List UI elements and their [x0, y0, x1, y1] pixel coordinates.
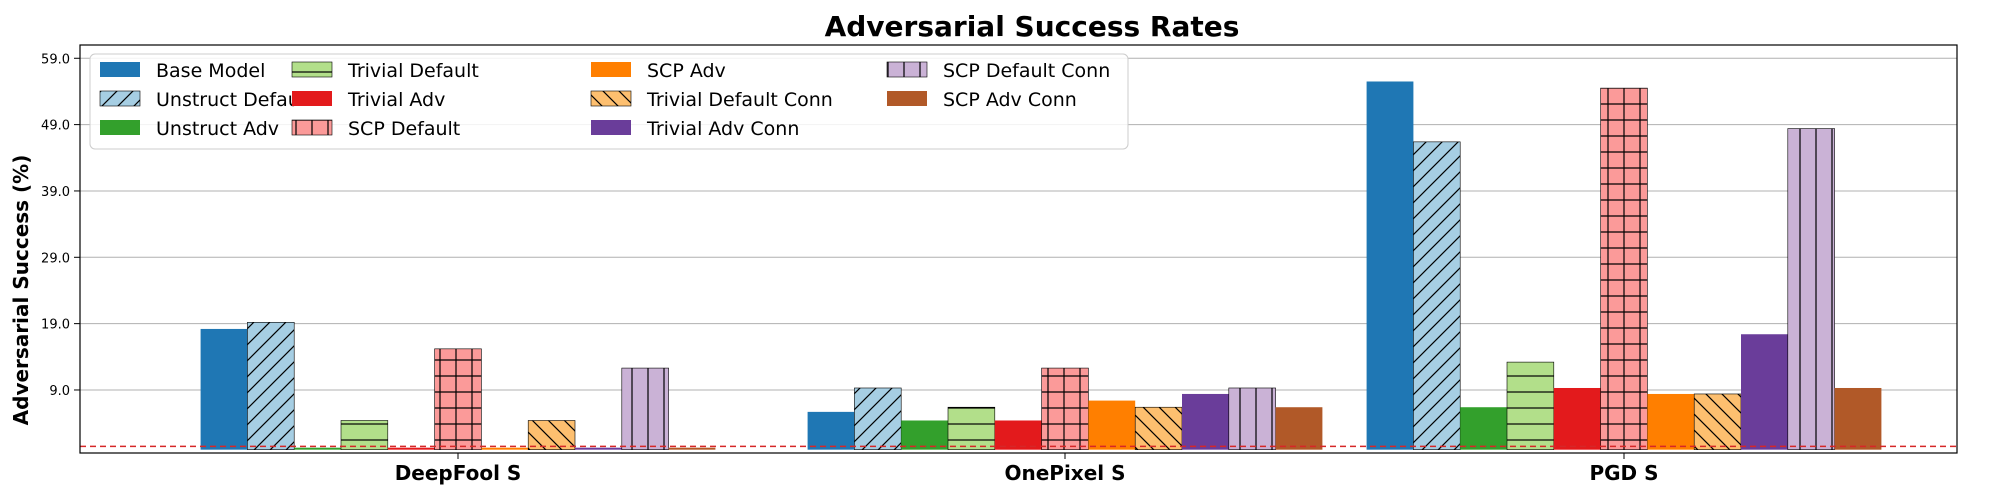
legend-swatch [291, 119, 333, 136]
legend-label: SCP Adv Conn [943, 89, 1077, 111]
bar [1413, 141, 1461, 450]
bar [1228, 387, 1276, 450]
legend-swatch [591, 62, 631, 77]
bar [1366, 81, 1414, 450]
bar [1787, 128, 1835, 450]
bar [1600, 87, 1648, 450]
bar [1647, 393, 1695, 450]
legend-swatch [291, 61, 333, 78]
y-tick-label: 29.0 [41, 251, 70, 266]
bar [994, 420, 1042, 450]
bar [1460, 407, 1507, 450]
legend-swatch [886, 61, 928, 78]
bar [1182, 393, 1229, 450]
axes [79, 44, 1958, 454]
legend-label: Trivial Adv Conn [646, 118, 799, 140]
bar [807, 411, 855, 450]
plot-frame [79, 44, 1958, 454]
bar [1088, 400, 1136, 450]
tick-labels: 9.0 19.0 29.0 39.0 49.0 59.0 DeepFool S OnePixe… [41, 52, 1658, 485]
bar [1553, 387, 1601, 450]
legend-label: Trivial Default [347, 60, 479, 82]
bar [854, 387, 902, 450]
bar [1741, 334, 1788, 450]
x-tick-label: OnePixel S [1004, 461, 1125, 485]
y-tick-label: 39.0 [41, 185, 70, 200]
bar [575, 447, 622, 450]
legend-label: Trivial Adv [347, 89, 445, 111]
bar [527, 420, 576, 450]
bar [340, 420, 389, 450]
x-tick-label: PGD S [1589, 461, 1658, 485]
bar [247, 322, 295, 450]
bar [200, 328, 248, 450]
legend-label: Unstruct Default [156, 89, 313, 111]
legend-swatch [100, 62, 140, 77]
bar [621, 367, 669, 450]
legend-label: SCP Adv [647, 60, 726, 82]
legend-swatch [590, 90, 632, 107]
legend-swatch [591, 120, 631, 135]
y-tick-label: 49.0 [41, 119, 70, 134]
legend-label: Trivial Default Conn [646, 89, 833, 111]
bar [1506, 361, 1555, 450]
bar [1134, 406, 1183, 450]
bar [947, 406, 996, 450]
bar [294, 447, 341, 450]
legend-swatch [887, 91, 927, 106]
legend-label: SCP Default Conn [943, 60, 1110, 82]
x-tick-label: DeepFool S [395, 461, 522, 485]
legend-swatch [100, 120, 140, 135]
bar [481, 447, 529, 450]
legend-swatch [99, 90, 141, 107]
bar [901, 420, 948, 450]
bar [668, 447, 716, 450]
chart-title: Adversarial Success Rates [825, 10, 1240, 43]
bar [1275, 407, 1323, 450]
bar [434, 348, 482, 450]
legend-label: Base Model [156, 60, 265, 82]
bar [387, 447, 435, 450]
y-tick-label: 19.0 [41, 318, 70, 333]
bar [1041, 367, 1089, 450]
y-tick-label: 9.0 [49, 384, 70, 399]
legend-swatch [292, 91, 332, 106]
bar [1693, 393, 1742, 450]
y-tick-label: 59.0 [41, 52, 70, 67]
legend: Base Model Unstruct Default Unstruct Adv Tr… [89, 53, 1129, 150]
bars [200, 81, 1882, 450]
y-axis-label: Adversarial Success (%) [9, 155, 33, 426]
legend-label: Unstruct Adv [156, 118, 279, 140]
bar [1834, 387, 1882, 450]
legend-label: SCP Default [348, 118, 460, 140]
